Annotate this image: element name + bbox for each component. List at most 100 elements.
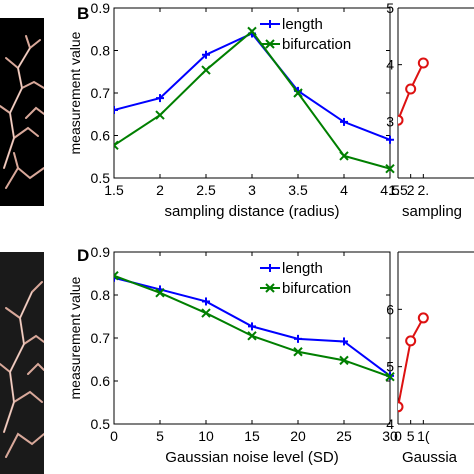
- chart-d-ytick-label-0: 0.5: [91, 416, 111, 432]
- chart-d-legend-label-0: length: [282, 260, 323, 277]
- chart-d-ytick-label-3: 0.8: [91, 287, 111, 303]
- top-micrograph-structure: [0, 35, 44, 189]
- chart-b-right-xtick-label-1: 2: [407, 182, 415, 198]
- chart-d-series-length-point-5: [340, 337, 348, 346]
- chart-b-legend-marker-1: [265, 39, 275, 49]
- chart-b-series-bifurcation-point-0-b: [114, 140, 119, 147]
- chart-d-xtick-label-1: 5: [156, 428, 164, 444]
- chart-b-series-length-point-1: [156, 94, 164, 103]
- chart-d-series-bifurcation-point-5: [339, 355, 349, 366]
- chart-b-right-series-s0-point-0: [398, 114, 404, 126]
- chart-d-right-xlabel: Gaussia: [402, 449, 458, 466]
- chart-b-xtick-label-4: 3.5: [288, 182, 308, 198]
- chart-b-series-bifurcation-point-2-b: [201, 65, 211, 75]
- chart-d-series-bifurcation-point-4: [293, 347, 303, 357]
- chart-b-series-bifurcation-point-3-b: [247, 26, 257, 37]
- chart-b-series-bifurcation-point-0-a: [114, 143, 119, 150]
- chart-b-legend-marker-0: [266, 20, 274, 28]
- chart-b-right-ytick-label-1: 4: [386, 57, 394, 73]
- chart-b-xtick-label-3: 3: [248, 182, 256, 198]
- chart-d-right-ytick-label-0: 4: [386, 416, 394, 432]
- chart-d-right-xtick-label-0: 0: [394, 428, 402, 444]
- chart-b-xtick-label-1: 2: [156, 182, 164, 198]
- chart-b-series-bifurcation-point-4: [293, 88, 303, 98]
- chart-d-xtick-label-6: 30: [382, 428, 398, 444]
- chart-d-axes-frame: [113, 251, 391, 425]
- chart-b-series-length-point-0: [114, 106, 118, 114]
- chart-b-series-bifurcation-point-6-b: [385, 163, 395, 174]
- chart-d-ytick-label-2: 0.7: [91, 330, 111, 346]
- chart-d-right-series-s0-point-2: [417, 312, 429, 324]
- chart-d-series-bifurcation-point-0: [114, 270, 119, 281]
- chart-b-legend: length bifurcation: [260, 16, 351, 53]
- chart-b-right-xlabel: sampling: [402, 203, 462, 220]
- chart-b-right-xtick-label-2: 2.: [417, 182, 429, 198]
- chart-b-series-bifurcation-point-1-b: [155, 110, 165, 120]
- chart-b-right-series-s0-point-2: [417, 57, 429, 69]
- chart-b-series-length-point-5: [340, 117, 348, 126]
- chart-d-legend-marker-1: [265, 283, 275, 293]
- chart-b-right-xtick-label-0: 1.5: [388, 182, 408, 198]
- chart-b-ytick-label-0: 0.5: [91, 170, 111, 186]
- chart-d-series-group: [114, 270, 395, 382]
- chart-b-series-bifurcation-point-4-b: [293, 88, 303, 98]
- chart-d: 0 5 10 15 20 25 30 0.5 0.6 0.7 0.8 0.9 Gaussian nois…: [67, 244, 398, 466]
- chart-d-series-bifurcation-point-6: [385, 371, 395, 382]
- chart-b-right-series-s0-point-1: [405, 83, 417, 95]
- chart-d-right-series-group: [398, 312, 429, 413]
- chart-d-xtick-label-2: 10: [198, 428, 214, 444]
- chart-b-series-length-point-2: [202, 50, 210, 59]
- chart-b-right-ytick-label-2: 5: [386, 0, 394, 16]
- chart-d-legend: length bifurcation: [260, 260, 351, 297]
- chart-b-ylabel: measurement value: [67, 31, 83, 154]
- chart-b-series-bifurcation-point-0: [114, 140, 119, 150]
- chart-d-series-length-point-3: [248, 322, 256, 331]
- chart-d-right-xtick-label-1: 5: [407, 428, 415, 444]
- chart-d-series-length-point-2: [202, 297, 210, 306]
- chart-d-xlabel: Gaussian noise level (SD): [165, 449, 338, 466]
- chart-d-right-series-s0-line: [398, 317, 425, 407]
- chart-b-xtick-label-2: 2.5: [196, 182, 216, 198]
- chart-d-series-bifurcation-point-2-b: [201, 308, 211, 318]
- chart-d-series-bifurcation-point-1: [155, 288, 165, 298]
- chart-b-legend-label-0: length: [282, 16, 323, 33]
- chart-d-series-bifurcation-point-0-b: [114, 270, 119, 278]
- panel-letter-d: D: [77, 246, 90, 265]
- chart-b-xtick-label-6: 4.5: [380, 182, 400, 198]
- chart-d-right-ytick-label-1: 5: [386, 359, 394, 375]
- chart-d-ytick-label-1: 0.6: [91, 373, 111, 389]
- chart-b-series-bifurcation-point-2: [201, 65, 211, 75]
- chart-d-series-bifurcation-point-6-b: [385, 371, 395, 382]
- chart-b-xtick-label-5: 4: [340, 182, 348, 198]
- chart-d-legend-label-1: bifurcation: [282, 280, 351, 297]
- chart-b-ytick-label-4: 0.9: [91, 0, 111, 16]
- chart-d-right-ytick-label-2: 6: [386, 301, 394, 317]
- chart-b-series-length-point-6: [386, 135, 394, 144]
- chart-d-xtick-label-4: 20: [290, 428, 306, 444]
- chart-d-series-bifurcation-point-3: [247, 331, 257, 341]
- chart-d-series-bifurcation-point-5-b: [339, 355, 349, 366]
- chart-d-series-bifurcation-point-1-b: [155, 288, 165, 298]
- chart-d-series-length-point-4: [294, 334, 302, 343]
- chart-b-series-bifurcation-point-1: [155, 110, 165, 120]
- chart-d-ytick-label-4: 0.9: [91, 244, 111, 260]
- chart-d-series-bifurcation-point-2: [201, 308, 211, 318]
- chart-b-right-series-group: [398, 57, 429, 126]
- chart-d-xtick-label-5: 25: [336, 428, 352, 444]
- chart-d-xtick-label-3: 15: [244, 428, 260, 444]
- top-micrograph-image: [0, 18, 44, 206]
- chart-d-series-bifurcation-point-3-b: [247, 331, 257, 341]
- chart-b-xtick-label-0: 1.5: [104, 182, 124, 198]
- chart-d-series-bifurcation-point-4-b: [293, 347, 303, 357]
- chart-d-legend-marker-0: [266, 264, 274, 272]
- panel-letter-b: B: [77, 4, 90, 23]
- bottom-micrograph-structure: [0, 281, 44, 458]
- chart-b: 1.5 2 2.5 3 3.5 4 4.5 0.5 0.6 0.7 0.8 0.9 sampling d…: [67, 0, 400, 220]
- chart-b-series-bifurcation-point-5: [339, 151, 349, 161]
- chart-b-ytick-label-1: 0.6: [91, 128, 111, 144]
- chart-b-legend-label-1: bifurcation: [282, 36, 351, 53]
- chart-d-xtick-label-0: 0: [110, 428, 118, 444]
- chart-b-right-ytick-label-0: 3: [386, 113, 394, 129]
